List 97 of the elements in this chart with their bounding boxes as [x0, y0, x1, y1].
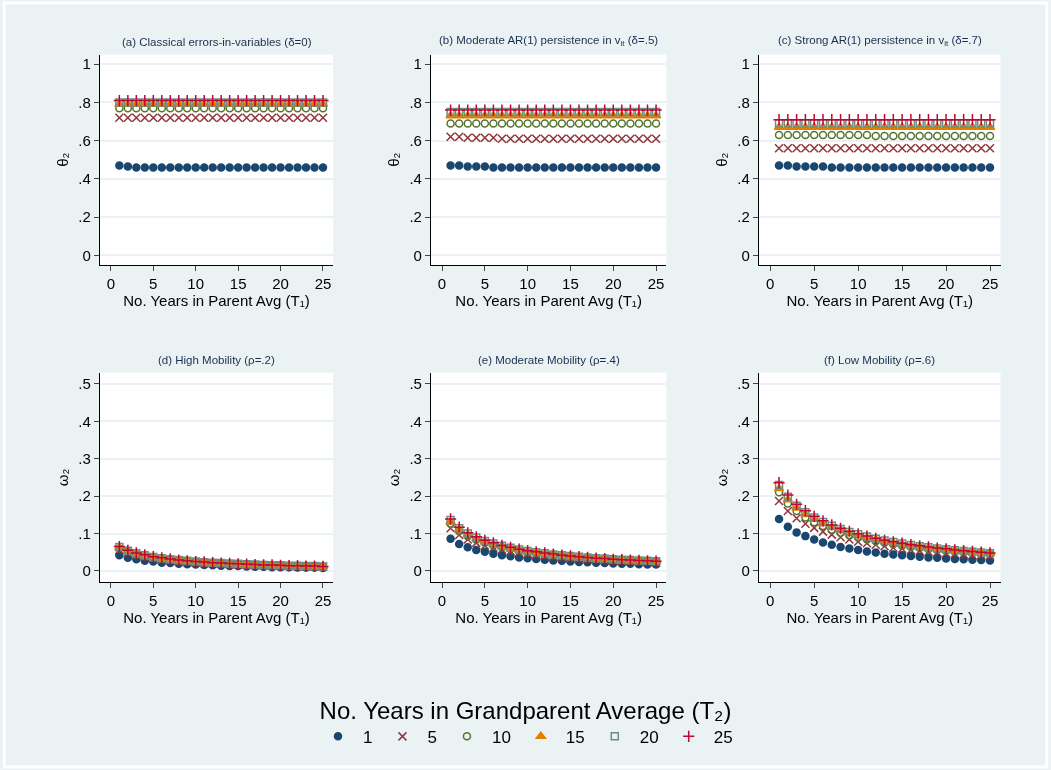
x-tick-label: 10: [187, 274, 205, 292]
y-tick-label: .6: [409, 131, 422, 149]
y-tick-label: 1: [413, 55, 422, 73]
x-tick-label: 10: [519, 592, 536, 610]
x-axis-title: No. Years in Parent Avg (T₁): [455, 609, 642, 627]
x-tick-label: 20: [272, 592, 289, 610]
y-tick-label: .2: [78, 208, 91, 226]
x-tick-label: 5: [149, 274, 158, 292]
y-tick-label: .2: [737, 487, 750, 505]
x-tick-label: 15: [893, 274, 911, 292]
x-axis-title: No. Years in Parent Avg (T₁): [455, 291, 642, 309]
x-tick-label: 0: [437, 592, 447, 610]
y-axis-title: ω₂: [384, 468, 402, 487]
y-tick-label: .5: [409, 375, 422, 393]
x-tick-label: 20: [604, 592, 622, 610]
y-axis-title: ω₂: [53, 468, 71, 487]
y-tick-label: .8: [409, 93, 422, 111]
chart-title: (e) Moderate Mobility (ρ=.4): [478, 354, 620, 366]
x-tick-label: 0: [106, 274, 116, 292]
y-tick-label: .2: [737, 208, 750, 226]
y-tick-label: 0: [741, 246, 750, 264]
y-tick-label: .4: [409, 170, 422, 188]
y-tick-label: 1: [82, 55, 91, 73]
y-axis-title: ω₂: [712, 468, 730, 487]
x-tick-label: 15: [229, 274, 247, 292]
y-tick-label: .5: [737, 375, 750, 393]
y-axis-title: θ₂: [384, 152, 402, 167]
chart-title: (a) Classical errors-in-variables (δ=0): [122, 36, 312, 48]
y-tick-label: .3: [409, 449, 422, 467]
y-tick-label: .1: [78, 524, 91, 542]
y-tick-label: .2: [409, 208, 422, 226]
y-tick-label: .4: [78, 170, 91, 188]
y-tick-label: .3: [78, 449, 91, 467]
y-tick-label: .8: [737, 93, 750, 111]
y-tick-label: .2: [78, 487, 91, 505]
x-tick-label: 25: [981, 592, 999, 610]
y-tick-label: .4: [78, 412, 91, 430]
x-tick-label: 20: [272, 274, 289, 292]
x-tick-label: 25: [647, 592, 665, 610]
x-axis-title: No. Years in Parent Avg (T₁): [786, 291, 973, 309]
x-tick-label: 10: [187, 592, 205, 610]
x-axis-title: No. Years in Parent Avg (T₁): [123, 291, 310, 309]
x-tick-label: 15: [229, 592, 247, 610]
y-tick-label: 1: [741, 55, 750, 73]
y-tick-label: 0: [413, 562, 422, 580]
x-tick-label: 0: [766, 592, 775, 610]
y-tick-label: 0: [741, 562, 750, 580]
x-tick-label: 15: [893, 592, 911, 610]
x-tick-label: 20: [937, 592, 955, 610]
y-axis-title: θ₂: [712, 152, 730, 167]
x-tick-label: 0: [106, 592, 116, 610]
chart-title: (b) Moderate AR(1) persistence in v$_{it}$ (δ=.5): [439, 34, 659, 49]
x-tick-label: 25: [647, 274, 665, 292]
x-tick-label: 15: [562, 592, 579, 610]
x-axis-title: No. Years in Parent Avg (T₁): [123, 609, 310, 627]
x-tick-label: 5: [480, 592, 490, 610]
x-tick-label: 25: [314, 592, 332, 610]
x-tick-label: 20: [937, 274, 955, 292]
legend-label: 1: [363, 727, 373, 747]
y-tick-label: .4: [409, 412, 422, 430]
y-tick-label: .6: [737, 131, 750, 149]
x-tick-label: 0: [766, 274, 775, 292]
chart-title: (f) Low Mobility (ρ=.6): [824, 354, 936, 366]
x-tick-label: 5: [149, 592, 158, 610]
y-tick-label: .1: [409, 524, 422, 542]
legend-label: 10: [491, 727, 511, 747]
legend-title: No. Years in Grandparent Average (T₂): [319, 696, 732, 724]
x-tick-label: 15: [562, 274, 579, 292]
x-tick-label: 5: [810, 592, 819, 610]
y-axis-title: θ₂: [53, 152, 71, 167]
chart-title: (d) High Mobility (ρ=.2): [158, 354, 275, 366]
x-tick-label: 5: [480, 274, 490, 292]
x-axis-title: No. Years in Parent Avg (T₁): [786, 609, 973, 627]
x-tick-label: 10: [849, 274, 867, 292]
x-tick-label: 25: [981, 274, 999, 292]
y-tick-label: .1: [737, 524, 750, 542]
y-tick-label: 0: [413, 246, 422, 264]
legend-label: 25: [713, 727, 733, 747]
y-tick-label: .3: [737, 449, 750, 467]
x-tick-label: 10: [519, 274, 536, 292]
x-tick-label: 10: [849, 592, 867, 610]
y-tick-label: .6: [78, 131, 91, 149]
y-tick-label: 0: [82, 562, 91, 580]
y-tick-label: .4: [737, 412, 750, 430]
legend-label: 20: [639, 727, 659, 747]
chart-title: (c) Strong AR(1) persistence in v$_{it}$ (δ=.7): [778, 34, 982, 49]
x-tick-label: 5: [810, 274, 819, 292]
y-tick-label: .2: [409, 487, 422, 505]
y-tick-label: 0: [82, 246, 91, 264]
y-tick-label: .8: [78, 93, 91, 111]
legend-label: 15: [565, 727, 585, 747]
x-tick-label: 25: [314, 274, 332, 292]
legend-label: 5: [427, 727, 437, 747]
x-tick-label: 20: [604, 274, 622, 292]
y-tick-label: .5: [78, 375, 91, 393]
y-tick-label: .4: [737, 170, 750, 188]
x-tick-label: 0: [437, 274, 447, 292]
